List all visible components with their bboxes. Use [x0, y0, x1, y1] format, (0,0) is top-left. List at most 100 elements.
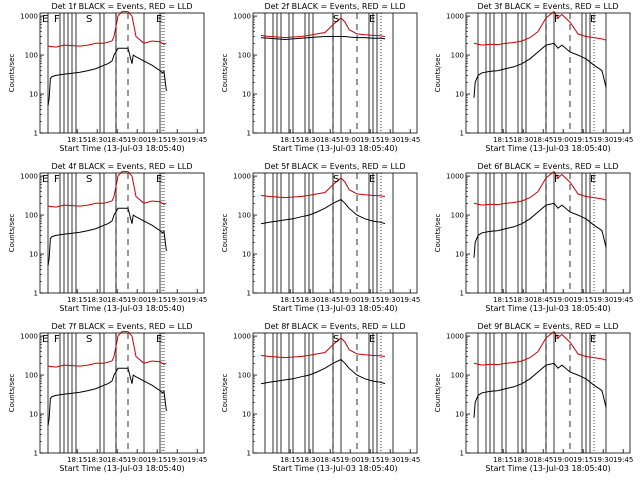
- x-tick-label: 19:45: [400, 456, 420, 464]
- x-tick-label: 18:30: [87, 136, 107, 144]
- x-tick-label: 18:30: [87, 296, 107, 304]
- x-axis-label: Start Time (13-Jul-03 18:05:40): [59, 304, 184, 313]
- y-tick-label: 1000: [20, 333, 38, 341]
- x-axis-label: Start Time (13-Jul-03 18:05:40): [59, 144, 184, 153]
- x-tick-label: 19:00: [553, 456, 573, 464]
- x-tick-label: 18:15: [280, 296, 300, 304]
- y-tick-label: 1000: [233, 13, 251, 21]
- x-axis-label: Start Time (13-Jul-03 18:05:40): [272, 464, 397, 473]
- y-tick-label: 10: [455, 91, 464, 99]
- x-tick-label: 19:15: [573, 136, 593, 144]
- y-tick-label: 10: [242, 411, 251, 419]
- y-tick-label: 1000: [446, 173, 464, 181]
- segment-marker: E: [42, 334, 48, 345]
- panel-title: Det 8f BLACK = Events, RED = LLD: [264, 322, 405, 331]
- x-tick-label: 18:45: [320, 136, 340, 144]
- x-tick-label: 19:15: [573, 456, 593, 464]
- series-events-line: [47, 47, 167, 106]
- x-tick-label: 19:00: [553, 296, 573, 304]
- segment-marker: F: [554, 334, 560, 345]
- y-axis-label: Counts/sec: [434, 54, 442, 93]
- plot-frame: [39, 12, 205, 134]
- segment-marker: F: [554, 14, 560, 25]
- x-tick-label: 19:15: [360, 296, 380, 304]
- y-tick-label: 1: [460, 450, 464, 458]
- y-axis-label: Counts/sec: [434, 374, 442, 413]
- x-tick-label: 18:30: [513, 296, 533, 304]
- y-tick-label: 10: [242, 91, 251, 99]
- y-tick-label: 100: [451, 372, 464, 380]
- x-tick-label: 18:30: [87, 456, 107, 464]
- y-tick-label: 1: [247, 450, 251, 458]
- y-tick-label: 100: [25, 52, 38, 60]
- x-tick-label: 18:15: [280, 136, 300, 144]
- x-tick-label: 19:15: [147, 296, 167, 304]
- segment-marker: E: [590, 14, 596, 25]
- series-lld-line: [260, 337, 386, 359]
- y-tick-label: 10: [242, 251, 251, 259]
- series-events-line: [473, 362, 607, 418]
- segment-marker: E: [369, 174, 375, 185]
- segment-marker: E: [590, 334, 596, 345]
- y-tick-label: 100: [451, 52, 464, 60]
- segment-marker: S: [333, 174, 339, 185]
- segment-marker: S: [86, 334, 92, 345]
- series-lld-line: [473, 170, 607, 206]
- x-tick-label: 19:30: [380, 136, 400, 144]
- detector-panel: S E 1 10 100 1000 18:15 18:30 18:45 19:00 19:15 19:…: [213, 160, 426, 320]
- segment-marker: E: [42, 174, 48, 185]
- segment-marker: E: [369, 334, 375, 345]
- panel-title: Det 9f BLACK = Events, RED = LLD: [477, 322, 618, 331]
- y-axis-label: Counts/sec: [8, 214, 16, 253]
- detector-panel: S E 1 10 100 1000 18:15 18:30 18:45 19:00 19:15 19:…: [213, 320, 426, 480]
- x-tick-label: 19:45: [187, 456, 207, 464]
- plot-frame: [252, 172, 418, 294]
- detector-panel: F E 1 10 100 1000 18:15 18:30 18:45 19:00 19:15 19:…: [426, 320, 639, 480]
- plot-frame: [39, 332, 205, 454]
- detector-panel: E F S E 1 10 100 1000 18:15 18:30 18:45 19:00 19:15 1…: [0, 320, 213, 480]
- x-tick-label: 19:45: [400, 136, 420, 144]
- y-tick-label: 1000: [233, 333, 251, 341]
- segment-marker: F: [554, 174, 560, 185]
- series-lld-line: [47, 171, 167, 208]
- x-tick-label: 19:15: [147, 456, 167, 464]
- panel-title: Det 7f BLACK = Events, RED = LLD: [51, 322, 192, 331]
- y-tick-label: 10: [29, 91, 38, 99]
- y-axis-label: Counts/sec: [8, 54, 16, 93]
- segment-marker: S: [333, 334, 339, 345]
- y-tick-label: 100: [25, 372, 38, 380]
- x-tick-label: 19:15: [573, 296, 593, 304]
- x-tick-label: 19:30: [593, 136, 613, 144]
- y-tick-label: 1: [460, 130, 464, 138]
- x-tick-label: 19:45: [613, 456, 633, 464]
- y-tick-label: 10: [29, 411, 38, 419]
- detector-panel: F E 1 10 100 1000 18:15 18:30 18:45 19:00 19:15 19:…: [426, 160, 639, 320]
- panel-title: Det 2f BLACK = Events, RED = LLD: [264, 2, 405, 11]
- x-axis-label: Start Time (13-Jul-03 18:05:40): [485, 144, 610, 153]
- x-tick-label: 18:15: [493, 296, 513, 304]
- x-tick-label: 19:00: [553, 136, 573, 144]
- panel-title: Det 1f BLACK = Events, RED = LLD: [51, 2, 192, 11]
- y-tick-label: 1: [460, 290, 464, 298]
- y-tick-label: 100: [25, 212, 38, 220]
- x-tick-label: 19:30: [380, 296, 400, 304]
- x-tick-label: 19:00: [340, 296, 360, 304]
- segment-marker: E: [156, 14, 162, 25]
- segment-marker: E: [156, 174, 162, 185]
- y-tick-label: 1: [34, 290, 38, 298]
- segment-marker: E: [156, 334, 162, 345]
- x-tick-label: 19:15: [360, 136, 380, 144]
- segment-marker: F: [54, 14, 60, 25]
- x-tick-label: 19:00: [127, 136, 147, 144]
- plot-frame: [465, 12, 631, 134]
- x-tick-label: 18:15: [280, 456, 300, 464]
- x-tick-label: 18:45: [533, 136, 553, 144]
- y-tick-label: 1: [34, 130, 38, 138]
- x-tick-label: 19:45: [187, 296, 207, 304]
- x-tick-label: 18:45: [533, 296, 553, 304]
- detector-panel: E F S E 1 10 100 1000 18:15 18:30 18:45 19:00 19:15 1…: [0, 160, 213, 320]
